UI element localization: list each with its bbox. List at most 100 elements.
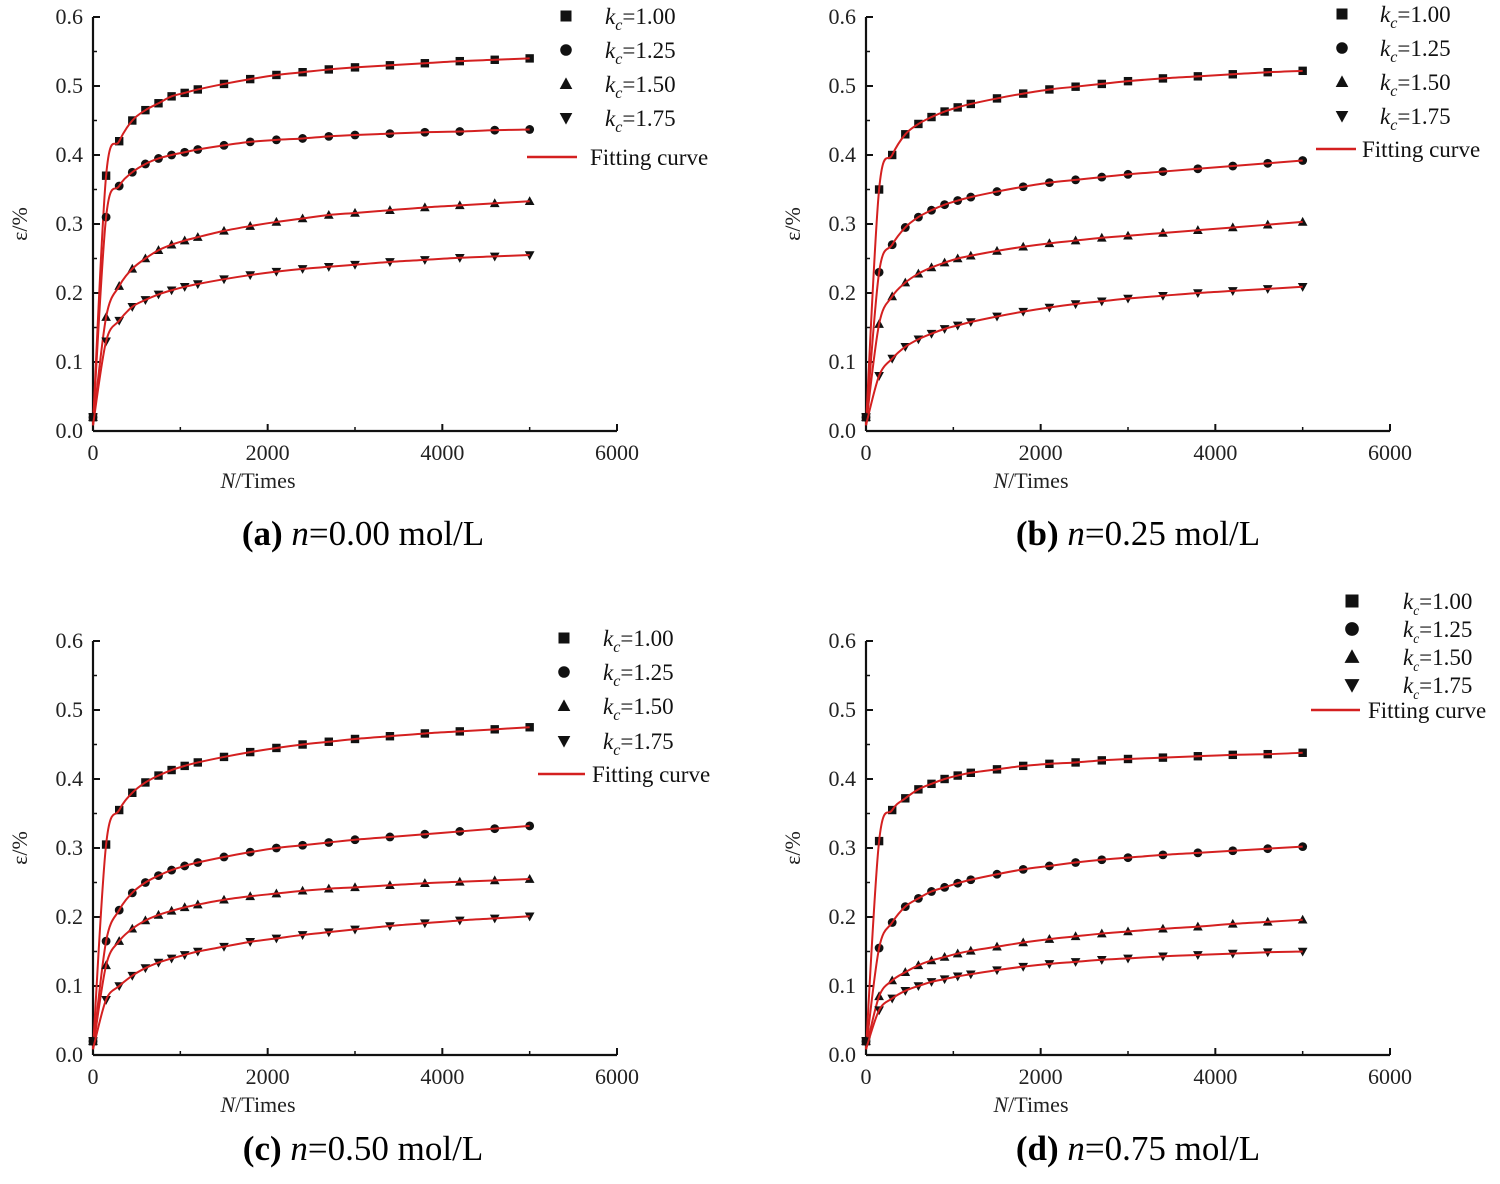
caption-label: (b) (1016, 514, 1068, 553)
series-kc=1.00 (88, 723, 534, 1050)
legend-value: =1.50 (1419, 645, 1472, 670)
y-tick-label: 0.1 (56, 973, 84, 998)
legend-k: k (1380, 70, 1391, 95)
x-axis-label-var: N (219, 468, 236, 493)
series-kc=1.50 (861, 216, 1308, 426)
fitting-curve (865, 751, 1303, 1050)
legend-value: =1.25 (622, 38, 675, 63)
panel-caption: (b) n=0.25 mol/L (1016, 514, 1260, 553)
y-tick-label: 0.3 (829, 211, 857, 236)
x-tick-label: 4000 (420, 1064, 464, 1089)
legend-k: k (605, 72, 616, 97)
y-tick-label: 0.6 (56, 628, 84, 653)
panel-c: 0 2000 4000 6000 0.0 0.1 0.2 0.3 0.4 0.5 0.6 N/Time… (7, 626, 710, 1168)
legend-label: kc=1.50 (605, 72, 676, 102)
y-tick-label: 0.4 (56, 766, 84, 791)
legend-label: kc=1.75 (1403, 673, 1472, 702)
legend-subscript: c (1390, 15, 1397, 32)
fitting-curve (92, 200, 530, 426)
legend-value: =1.75 (1397, 104, 1450, 129)
legend-marker (559, 113, 573, 125)
legend-k: k (603, 694, 614, 719)
series-kc=1.50 (88, 874, 535, 1050)
panel-b: 0 2000 4000 6000 0.0 0.1 0.2 0.3 0.4 0.5 0.6 N/Time… (780, 2, 1480, 553)
legend-subscript: c (613, 673, 620, 690)
x-tick-label: 4000 (420, 440, 464, 465)
y-tick-label: 0.5 (56, 73, 84, 98)
legend-subscript: c (613, 639, 620, 656)
series-kc=1.25 (88, 821, 535, 1050)
legend-subscript: c (615, 119, 622, 136)
y-tick-label: 0.4 (829, 766, 857, 791)
series-kc=1.00 (88, 54, 534, 426)
caption-label: (a) (242, 514, 292, 553)
legend-value: =1.00 (1419, 589, 1472, 614)
panel-d: 0 2000 4000 6000 0.0 0.1 0.2 0.3 0.4 0.5 0.6 N/Time… (780, 589, 1486, 1168)
x-axis-label: N/Times (992, 468, 1068, 493)
caption-var: n (1067, 514, 1085, 553)
series-kc=1.50 (88, 196, 535, 426)
legend-k: k (1403, 617, 1414, 642)
fitting-curve (865, 220, 1303, 426)
y-tick-label: 0.2 (829, 904, 857, 929)
legend-fit-label: Fitting curve (1368, 698, 1486, 723)
y-tick-label: 0.6 (829, 628, 857, 653)
y-tick-label: 0.3 (56, 211, 84, 236)
x-tick-label: 4000 (1193, 440, 1237, 465)
y-tick-label: 0.3 (829, 835, 857, 860)
legend-value: =1.00 (620, 626, 673, 651)
legend-label: kc=1.25 (603, 660, 674, 690)
legend-value: =1.25 (1419, 617, 1472, 642)
y-tick-label: 0.0 (56, 418, 84, 443)
legend-subscript: c (615, 51, 622, 68)
data-point (524, 196, 535, 206)
series-kc=1.25 (88, 125, 535, 426)
legend-fit-label: Fitting curve (592, 762, 710, 787)
legend-label: kc=1.25 (1380, 36, 1451, 66)
caption-var: n (291, 514, 309, 553)
x-tick-label: 0 (88, 1064, 99, 1089)
legend-k: k (1380, 2, 1391, 27)
y-axis-label: ε/% (780, 207, 805, 241)
legend-marker (557, 699, 571, 711)
x-tick-label: 0 (861, 440, 872, 465)
fitting-curve (865, 69, 1303, 426)
legend-marker (1336, 42, 1348, 54)
x-axis-label-unit: /Times (235, 1092, 295, 1117)
data-point (1298, 66, 1307, 76)
y-tick-label: 0.0 (829, 418, 857, 443)
y-tick-label: 0.1 (829, 973, 857, 998)
legend-subscript: c (1390, 49, 1397, 66)
panel-caption: (a) n=0.00 mol/L (242, 514, 484, 553)
x-tick-label: 6000 (1368, 1064, 1412, 1089)
x-tick-label: 2000 (1019, 440, 1063, 465)
y-axis-label: ε/% (7, 831, 32, 865)
legend-value: =1.75 (622, 106, 675, 131)
legend-label: kc=1.00 (1380, 2, 1451, 32)
x-tick-label: 2000 (246, 440, 290, 465)
fitting-curve (865, 285, 1303, 426)
legend-value: =1.00 (1397, 2, 1450, 27)
fitting-curve (865, 918, 1303, 1050)
legend-k: k (605, 4, 616, 29)
legend-marker (1344, 679, 1360, 693)
y-tick-label: 0.6 (56, 4, 84, 29)
series-kc=1.75 (88, 912, 535, 1050)
legend-subscript: c (613, 707, 620, 724)
y-tick-label: 0.4 (829, 142, 857, 167)
legend-label: kc=1.50 (1380, 70, 1451, 100)
x-axis-label: N/Times (219, 468, 295, 493)
legend-marker (1344, 649, 1360, 663)
legend-fit-label: Fitting curve (1362, 137, 1480, 162)
legend-marker (1335, 111, 1349, 123)
legend-label: kc=1.25 (1403, 617, 1472, 646)
y-tick-label: 0.2 (56, 904, 84, 929)
legend-marker (557, 736, 571, 748)
x-tick-label: 4000 (1193, 1064, 1237, 1089)
x-axis-label: N/Times (992, 1092, 1068, 1117)
legend-value: =1.50 (1397, 70, 1450, 95)
y-axis-label: ε/% (7, 207, 32, 241)
legend-label: kc=1.25 (605, 38, 676, 68)
caption-label: (c) (243, 1129, 291, 1168)
legend-label: kc=1.50 (603, 694, 674, 724)
